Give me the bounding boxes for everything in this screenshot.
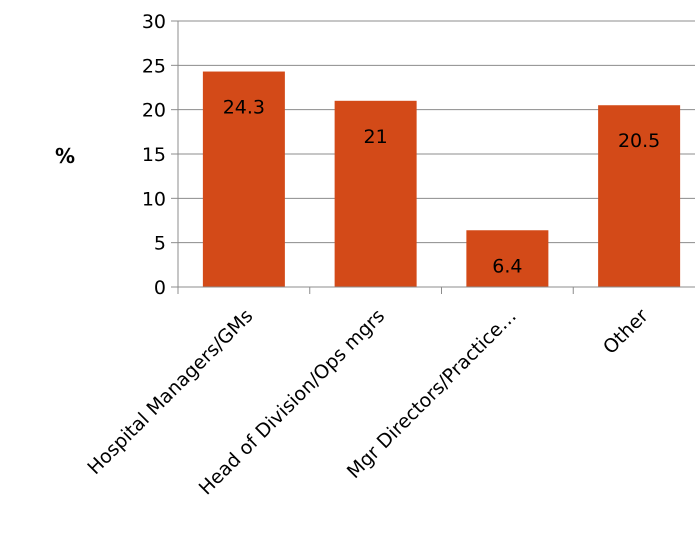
y-tick-label: 25 [142,55,166,77]
bars [202,71,681,287]
x-category-label-4: Other [599,305,653,359]
y-axis-title: % [55,144,75,168]
data-label-1: 24.3 [223,97,265,119]
axes [171,20,695,294]
bar-4 [598,105,681,287]
data-labels: 24.3 21 6.4 20.5 [223,97,661,278]
data-label-2: 21 [364,126,388,148]
y-tick-label: 30 [142,11,166,33]
y-tick-label: 15 [142,144,166,166]
bar-2 [334,100,417,287]
data-label-4: 20.5 [618,130,660,152]
y-tick-label: 0 [154,277,166,299]
y-tick-label: 20 [142,100,166,122]
data-label-3: 6.4 [492,255,522,277]
bar-1 [202,71,285,287]
y-tick-label: 5 [154,233,166,255]
bar-3 [466,230,549,287]
y-tick-label: 10 [142,188,166,210]
y-tick-labels: 0 5 10 15 20 25 30 [142,11,166,299]
